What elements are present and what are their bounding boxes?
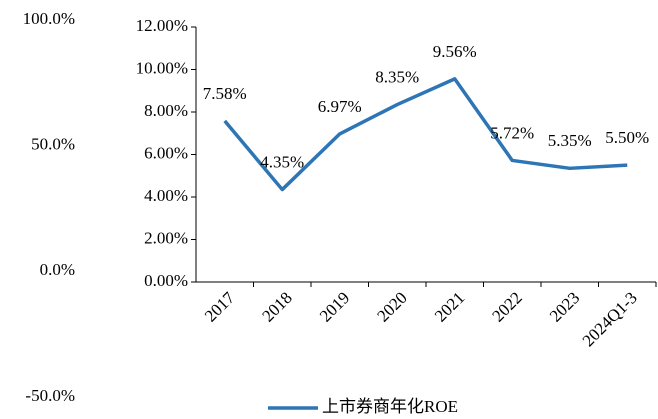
- data-label: 4.35%: [260, 152, 304, 171]
- y2-tick-label: 0.0%: [40, 260, 75, 279]
- y2-tick-label: -50.0%: [25, 386, 75, 405]
- y-tick-label: 12.00%: [136, 16, 188, 35]
- y-tick-label: 4.00%: [144, 186, 188, 205]
- x-tick-label: 2021: [431, 288, 468, 325]
- x-tick-label: 2023: [546, 288, 583, 325]
- y-tick-label: 0.00%: [144, 271, 188, 290]
- y-tick-label: 2.00%: [144, 228, 188, 247]
- x-tick-label: 2020: [373, 288, 410, 325]
- y-tick-label: 10.00%: [136, 58, 188, 77]
- x-tick-label: 2024Q1-3: [579, 288, 641, 350]
- x-tick-label: 2019: [316, 288, 353, 325]
- y2-tick-label: 100.0%: [23, 9, 75, 28]
- data-label: 9.56%: [433, 42, 477, 61]
- series-line: [223, 77, 628, 192]
- data-label: 7.58%: [203, 84, 247, 103]
- data-label: 5.35%: [548, 131, 592, 150]
- y-tick-label: 8.00%: [144, 101, 188, 120]
- legend-label: 上市券商年化ROE: [322, 397, 458, 416]
- data-label: 6.97%: [318, 97, 362, 116]
- x-tick-label: 2018: [258, 288, 295, 325]
- x-tick-label: 2022: [488, 288, 525, 325]
- data-label: 8.35%: [375, 67, 419, 86]
- data-label: 5.72%: [490, 123, 534, 142]
- y-tick-label: 6.00%: [144, 143, 188, 162]
- data-label: 5.50%: [605, 128, 649, 147]
- x-tick-label: 2017: [201, 288, 239, 326]
- y2-tick-label: 50.0%: [31, 135, 75, 154]
